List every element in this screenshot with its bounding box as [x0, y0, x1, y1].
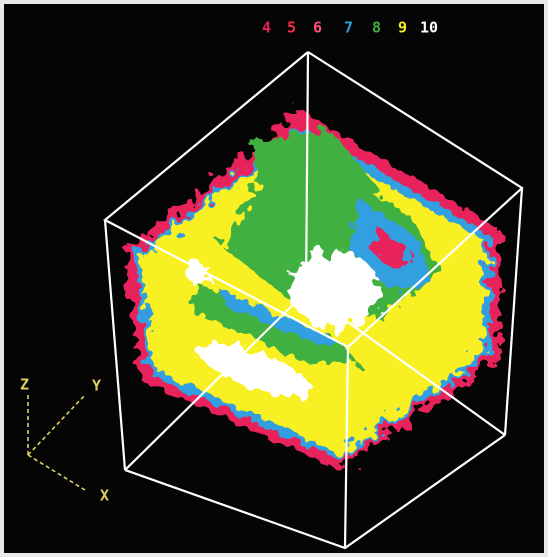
legend-label: 6	[313, 19, 322, 37]
legend-label: 8	[372, 19, 381, 37]
volume-render	[125, 110, 500, 470]
axis-label: X	[100, 487, 109, 505]
legend-label: 10	[420, 19, 438, 37]
axis-triad	[27, 394, 86, 491]
axis-label: Y	[92, 377, 101, 395]
bounding-cube	[103, 51, 524, 550]
legend-label: 9	[398, 19, 407, 37]
axis-label: Z	[20, 376, 29, 394]
legend-label: 7	[344, 19, 353, 37]
legend-label: 5	[287, 19, 296, 37]
legend-label: 4	[262, 19, 271, 37]
